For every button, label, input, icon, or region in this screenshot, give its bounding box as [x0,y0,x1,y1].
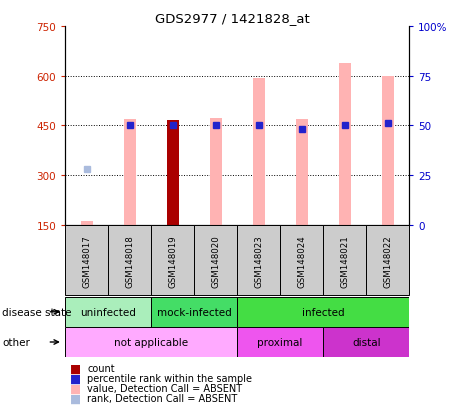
Bar [65,297,151,327]
Bar [323,327,409,357]
Text: GSM148019: GSM148019 [168,234,177,287]
Bar [108,226,151,295]
Text: ■: ■ [70,372,81,385]
Text: percentile rank within the sample: percentile rank within the sample [87,373,252,383]
Text: GSM148018: GSM148018 [125,234,134,287]
Bar [80,221,93,225]
Text: disease state: disease state [2,307,72,317]
Bar [280,226,323,295]
Text: GSM148024: GSM148024 [297,234,306,287]
Bar [252,79,265,225]
Text: ■: ■ [70,392,81,405]
Bar [237,226,280,295]
Bar [382,76,394,225]
Text: proximal: proximal [258,337,303,347]
Text: ■: ■ [70,362,81,375]
Text: infected: infected [302,307,345,317]
Text: rank, Detection Call = ABSENT: rank, Detection Call = ABSENT [87,393,238,403]
Text: GSM148020: GSM148020 [211,234,220,287]
Text: mock-infected: mock-infected [157,307,232,317]
Text: GSM148022: GSM148022 [383,234,392,287]
Text: GDS2977 / 1421828_at: GDS2977 / 1421828_at [155,12,310,24]
Bar [194,226,237,295]
Bar [151,297,237,327]
Bar [65,327,237,357]
Text: value, Detection Call = ABSENT: value, Detection Call = ABSENT [87,383,243,393]
Bar [210,119,222,225]
Bar [151,226,194,295]
Text: not applicable: not applicable [114,337,188,347]
Bar [339,64,351,225]
Text: distal: distal [352,337,380,347]
Text: count: count [87,363,115,373]
Bar [296,119,308,225]
Bar [124,119,136,225]
Bar [323,226,366,295]
Text: uninfected: uninfected [80,307,136,317]
Bar [166,121,179,225]
Text: GSM148021: GSM148021 [340,234,349,287]
Bar [366,226,409,295]
Bar [237,297,409,327]
Text: other: other [2,337,30,347]
Text: ■: ■ [70,382,81,395]
Text: GSM148023: GSM148023 [254,234,263,287]
Bar [65,226,108,295]
Text: GSM148017: GSM148017 [82,234,91,287]
Bar [237,327,323,357]
